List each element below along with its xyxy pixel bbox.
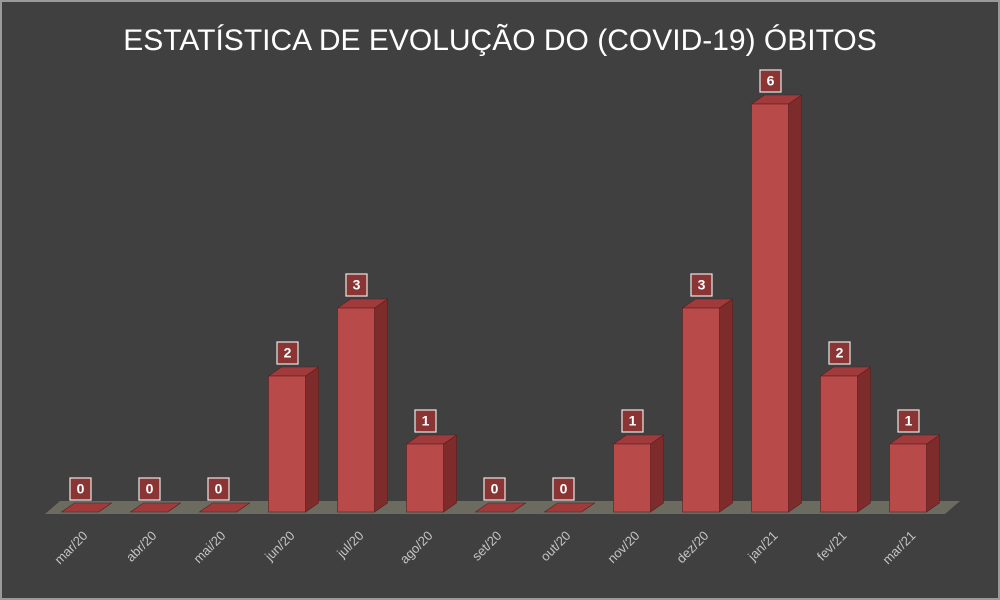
data-label-box [345, 273, 368, 297]
bar [268, 375, 306, 513]
data-label: 6 [767, 73, 775, 89]
data-label-box [207, 477, 230, 501]
data-label-box [69, 477, 92, 501]
bar-side [374, 298, 388, 513]
bar [751, 103, 789, 513]
chart-title: ESTATÍSTICA DE EVOLUÇÃO DO (COVID-19) ÓB… [123, 23, 876, 57]
bar-side [719, 298, 733, 513]
data-label-box [690, 273, 713, 297]
data-label-box [552, 477, 575, 501]
data-label-box [828, 341, 851, 365]
bar-top [198, 502, 251, 513]
bar [682, 307, 720, 513]
bar [820, 375, 858, 513]
bar-top [543, 502, 596, 513]
data-label: 1 [905, 413, 913, 429]
data-label-box [759, 69, 782, 93]
bar-top [60, 502, 113, 513]
data-label-box [897, 409, 920, 433]
data-label: 3 [698, 277, 706, 293]
data-label-box [414, 409, 437, 433]
data-label-box [621, 409, 644, 433]
bar-side [305, 366, 319, 513]
data-label-box [483, 477, 506, 501]
bar-side [788, 94, 802, 513]
data-label: 3 [353, 277, 361, 293]
bar-side [650, 434, 664, 513]
data-label-box [276, 341, 299, 365]
bar-side [926, 434, 940, 513]
bar-top [474, 502, 527, 513]
bar [889, 443, 927, 513]
data-label: 2 [836, 345, 844, 361]
data-label: 1 [629, 413, 637, 429]
bar-top [129, 502, 182, 513]
data-label: 0 [77, 481, 85, 497]
bar-side [443, 434, 457, 513]
bar [406, 443, 444, 513]
data-label: 1 [422, 413, 430, 429]
data-label: 0 [491, 481, 499, 497]
bar-side [857, 366, 871, 513]
data-label: 2 [284, 345, 292, 361]
data-label: 0 [146, 481, 154, 497]
data-label: 0 [560, 481, 568, 497]
bar [337, 307, 375, 513]
data-label: 0 [215, 481, 223, 497]
bar [613, 443, 651, 513]
data-label-box [138, 477, 161, 501]
